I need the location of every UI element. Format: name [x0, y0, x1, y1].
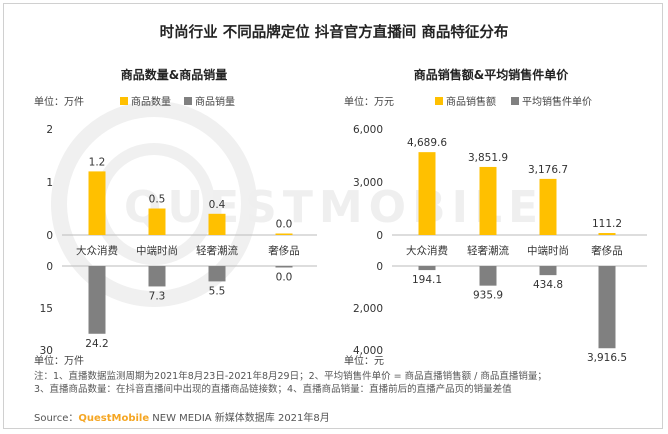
chart1-bar-top — [275, 233, 293, 235]
chart2-legend-label-1: 商品销售额 — [446, 95, 496, 108]
chart2-bar-bottom-label: 3,916.5 — [587, 352, 627, 364]
chart2-legend-swatch-1 — [435, 97, 443, 105]
chart1-category-label: 大众消费 — [76, 244, 118, 257]
source-label: Source： — [34, 413, 79, 424]
chart2-bar-bottom — [418, 266, 436, 271]
chart2-bar-top — [598, 233, 616, 235]
chart2-bottom-ytick: 4,000 — [353, 345, 383, 357]
footnotes: 注：1、直播数据监测周期为2021年8月23日-2021年8月29日；2、平均销… — [34, 370, 547, 396]
chart1-top-ytick: 0 — [46, 230, 53, 242]
chart2-bar-top — [539, 178, 557, 235]
chart2-top-ytick: 3,000 — [353, 177, 383, 189]
chart1-bar-top-label: 0.4 — [209, 199, 226, 211]
chart1-bar-top — [208, 213, 226, 235]
chart1-bottom-ytick: 15 — [40, 303, 53, 315]
chart2-unit-top: 单位：万元 — [344, 95, 394, 108]
chart1-bar-top — [88, 171, 106, 235]
chart2-bar-bottom-label: 434.8 — [533, 279, 563, 291]
chart1-category-label: 中端时尚 — [136, 244, 178, 257]
chart1-legend-label-2: 商品销量 — [195, 95, 235, 108]
chart2-top-ytick: 0 — [376, 230, 383, 242]
chart2-legend-swatch-2 — [511, 97, 519, 105]
chart2-bottom-ytick: 0 — [376, 261, 383, 273]
chart2-bar-bottom-label: 935.9 — [473, 290, 503, 302]
chart1-bar-bottom-label: 5.5 — [209, 285, 226, 297]
chart2-bar-top-label: 111.2 — [592, 218, 622, 230]
chart1-unit-top: 单位：万件 — [34, 95, 84, 108]
watermark-text: QUESTMOBILE — [124, 182, 544, 233]
chart2-category-label: 中端时尚 — [527, 244, 569, 257]
source-brand: QuestMobile — [78, 413, 150, 424]
chart1-bar-bottom-label: 7.3 — [149, 290, 166, 302]
chart1-top-ytick: 2 — [46, 124, 53, 136]
chart2-bar-bottom-label: 194.1 — [412, 274, 442, 286]
chart2-unit-bottom: 单位：元 — [344, 354, 384, 367]
chart2-bar-top-label: 4,689.6 — [407, 137, 447, 149]
chart1-bar-top-label: 1.2 — [89, 156, 106, 168]
chart2-bar-top — [418, 152, 436, 235]
chart1-bottom-ytick: 0 — [46, 261, 53, 273]
chart1-bar-bottom-label: 24.2 — [85, 338, 108, 350]
chart2-bottom-ytick: 2,000 — [353, 303, 383, 315]
chart1-bottom-ytick: 30 — [40, 345, 53, 357]
chart2-bar-bottom — [598, 266, 616, 349]
chart-canvas: QUESTMOBILE 时尚行业 不同品牌定位 抖音官方直播间 商品特征分布商品数… — [34, 23, 647, 367]
chart1-top-ytick: 1 — [46, 177, 53, 189]
chart2-bar-top-label: 3,851.9 — [468, 152, 508, 164]
chart2-bar-bottom — [479, 266, 497, 286]
chart2-bar-top — [479, 166, 497, 235]
chart1-bar-bottom-label: 0.0 — [276, 272, 293, 284]
chart1-bar-top-label: 0.0 — [276, 219, 293, 231]
chart1-bar-bottom — [148, 266, 166, 287]
chart1-unit-bottom: 单位：万件 — [34, 354, 84, 367]
watermark-ring — [51, 101, 257, 307]
chart2-bar-top-label: 3,176.7 — [528, 164, 568, 176]
chart1-bar-bottom — [88, 266, 106, 334]
chart1-legend-label-1: 商品数量 — [131, 95, 171, 108]
chart2-bar-bottom — [539, 266, 557, 276]
chart1-bar-bottom — [208, 266, 226, 282]
footnote-line-2: 3、直播商品数量：在抖音直播间中出现的直播商品链接数；4、直播商品销量：直播前后… — [34, 384, 512, 395]
figure-frame: QUESTMOBILE 时尚行业 不同品牌定位 抖音官方直播间 商品特征分布商品数… — [3, 3, 663, 429]
main-title: 时尚行业 不同品牌定位 抖音官方直播间 商品特征分布 — [160, 23, 509, 41]
chart2-legend-label-2: 平均销售件单价 — [522, 95, 592, 108]
chart2-category-label: 轻奢潮流 — [467, 244, 509, 257]
chart1-bar-top-label: 0.5 — [149, 194, 166, 206]
chart2-top-ytick: 6,000 — [353, 124, 383, 136]
chart1-bar-top — [148, 208, 166, 235]
source-line: Source：QuestMobile NEW MEDIA 新媒体数据库 2021… — [34, 409, 330, 424]
chart2-title: 商品销售额&平均销售件单价 — [414, 67, 569, 82]
chart2-category-label: 大众消费 — [406, 244, 448, 257]
source-rest: NEW MEDIA 新媒体数据库 2021年8月 — [149, 413, 330, 424]
chart1-legend-swatch-2 — [184, 97, 192, 105]
chart1-category-label: 轻奢潮流 — [196, 244, 238, 257]
chart2-category-label: 奢侈品 — [591, 244, 623, 257]
chart1-legend-swatch-1 — [120, 97, 128, 105]
footnote-line-1: 注：1、直播数据监测周期为2021年8月23日-2021年8月29日；2、平均销… — [34, 371, 547, 382]
chart1-title: 商品数量&商品销量 — [121, 67, 227, 82]
chart1-bar-bottom — [275, 266, 293, 268]
chart1-category-label: 奢侈品 — [268, 244, 300, 257]
